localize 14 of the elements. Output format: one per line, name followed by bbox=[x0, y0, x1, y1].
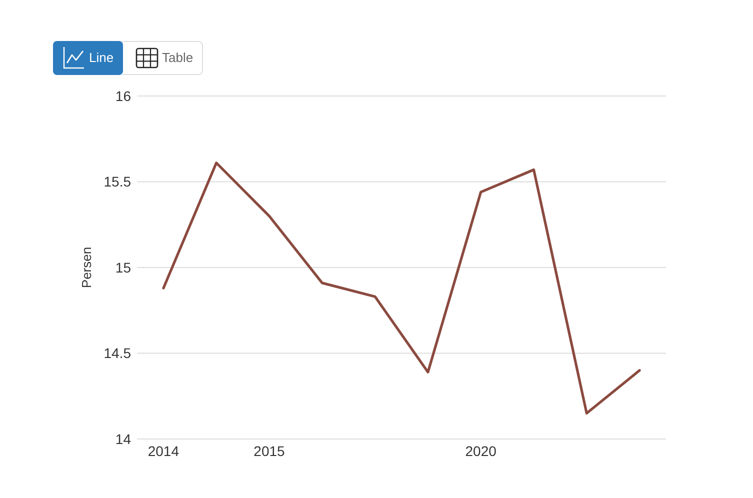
x-tick-label: 2020 bbox=[465, 443, 497, 459]
y-tick-label: 14 bbox=[115, 430, 132, 447]
table-button[interactable] bbox=[122, 41, 203, 75]
y-tick-label: 16 bbox=[115, 88, 132, 104]
line-series bbox=[162, 162, 641, 415]
y-tick-label: 14.5 bbox=[104, 345, 132, 362]
text: Line bbox=[89, 50, 114, 65]
x-tick-label: 2015 bbox=[254, 443, 286, 459]
text: Table bbox=[162, 50, 194, 65]
y-axis-title: Persen bbox=[79, 246, 94, 288]
y-tick-label: 15 bbox=[115, 259, 132, 276]
line-button[interactable] bbox=[53, 41, 123, 75]
y-tick-label: 15.5 bbox=[104, 174, 132, 190]
x-tick-label: 2014 bbox=[148, 443, 180, 459]
